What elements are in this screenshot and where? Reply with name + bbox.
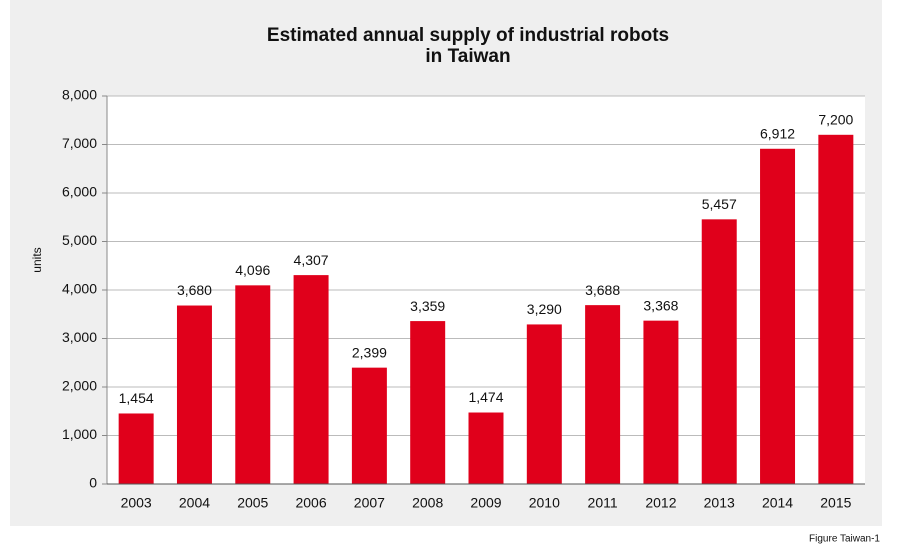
y-tick-label: 1,000 [62, 426, 97, 442]
y-tick-label: 6,000 [62, 184, 97, 200]
bar [176, 305, 212, 484]
y-tick-label: 7,000 [62, 135, 97, 151]
bar [468, 412, 504, 484]
data-label: 4,096 [235, 262, 270, 278]
data-label: 3,290 [527, 301, 562, 317]
bar [293, 275, 329, 484]
data-label: 6,912 [760, 125, 795, 141]
data-label: 3,368 [643, 297, 678, 313]
y-axis-label: units [30, 247, 44, 272]
chart-title: in Taiwan [425, 46, 510, 67]
y-tick-label: 5,000 [62, 232, 97, 248]
y-tick-label: 4,000 [62, 281, 97, 297]
x-tick-label: 2006 [295, 495, 326, 511]
x-tick-label: 2013 [704, 495, 735, 511]
data-label: 2,399 [352, 344, 387, 360]
bar [235, 285, 271, 484]
x-tick-label: 2014 [762, 495, 793, 511]
data-label: 1,454 [119, 390, 154, 406]
x-tick-label: 2011 [588, 495, 618, 511]
bar [818, 134, 854, 485]
x-tick-label: 2003 [121, 495, 152, 511]
data-label: 4,307 [294, 252, 329, 268]
bar [118, 413, 154, 484]
data-label: 5,457 [702, 196, 737, 212]
data-label: 3,359 [410, 298, 445, 314]
x-tick-label: 2010 [529, 495, 560, 511]
bar [585, 305, 621, 484]
bar [526, 324, 562, 484]
bar [701, 219, 737, 484]
data-label: 7,200 [818, 112, 853, 128]
data-label: 1,474 [468, 389, 503, 405]
y-tick-label: 2,000 [62, 378, 97, 394]
x-tick-label: 2005 [237, 495, 268, 511]
bar [410, 321, 446, 484]
x-tick-label: 2004 [179, 495, 210, 511]
x-tick-label: 2015 [820, 495, 851, 511]
figure-note: Figure Taiwan-1 [809, 534, 880, 545]
bar [760, 148, 796, 484]
chart-title: Estimated annual supply of industrial ro… [267, 25, 669, 46]
x-tick-label: 2007 [354, 495, 385, 511]
bar [643, 320, 679, 484]
y-tick-label: 3,000 [62, 329, 97, 345]
data-label: 3,680 [177, 282, 212, 298]
y-tick-label: 0 [89, 475, 97, 491]
bar [351, 367, 387, 484]
x-tick-label: 2008 [412, 495, 443, 511]
y-tick-label: 8,000 [62, 87, 97, 103]
x-tick-label: 2009 [470, 495, 501, 511]
x-tick-label: 2012 [645, 495, 676, 511]
data-label: 3,688 [585, 282, 620, 298]
